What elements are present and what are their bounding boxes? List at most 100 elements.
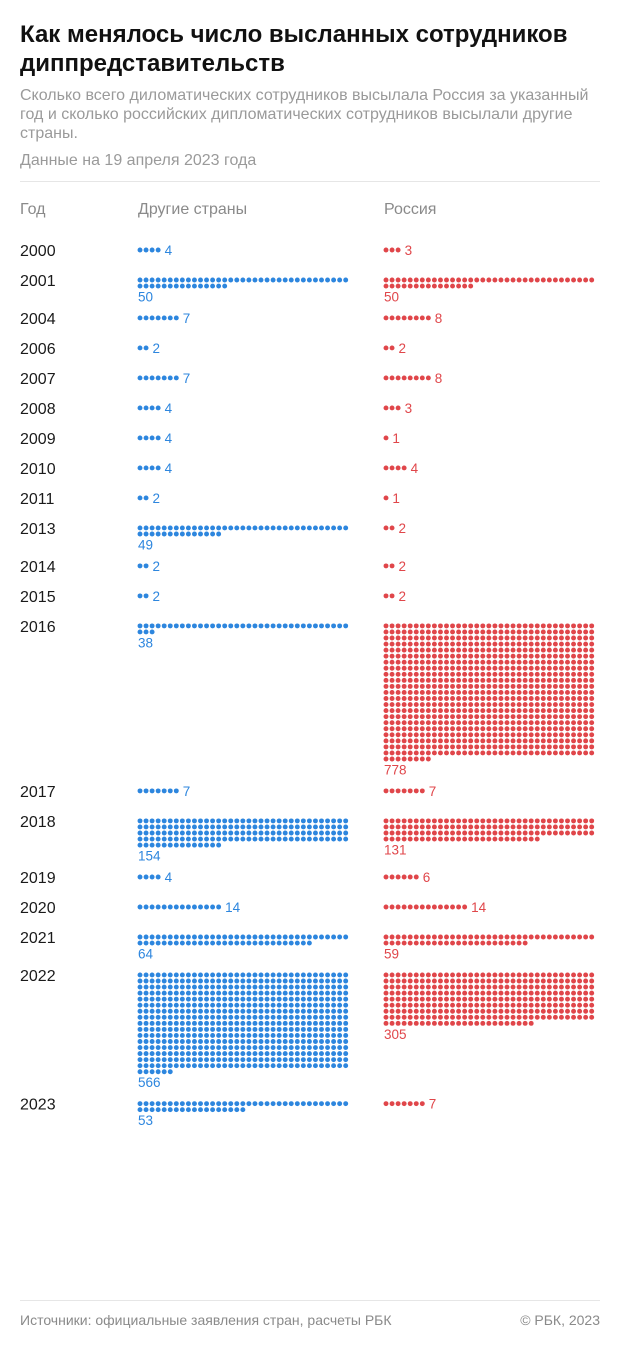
others-dot-2022 [167,1008,173,1014]
russia-dot-2018 [419,830,425,836]
others-dot-2021 [222,940,228,946]
others-dot-2022 [234,990,240,996]
russia-dot-2001 [407,277,413,283]
others-dot-2013 [143,531,149,537]
russia-dot-2016 [516,750,522,756]
russia-dot-2021 [456,934,462,940]
others-dot-2022 [210,996,216,1002]
year-label: 2023 [20,1097,56,1114]
others-dot-2007 [143,375,149,381]
russia-dot-2001 [419,277,425,283]
others-dot-2022 [240,1020,246,1026]
russia-dot-2022 [413,1002,419,1008]
russia-dot-2016 [522,677,528,683]
top-divider [20,181,600,182]
russia-dot-2016 [546,726,552,732]
others-dot-2022 [222,1014,228,1020]
others-dot-2022 [325,984,330,990]
others-dot-2022 [313,1014,318,1020]
others-dot-2021 [210,940,216,946]
others-dot-2022 [264,1045,270,1051]
others-dot-2013 [204,531,209,537]
others-dot-2018 [270,836,276,842]
others-dot-2022 [228,990,234,996]
russia-dot-2022 [552,996,558,1002]
others-dot-2001 [192,283,197,289]
others-dot-2022 [294,1026,300,1032]
russia-dot-2022 [480,1020,486,1026]
russia-dot-2016 [559,677,564,683]
russia-dot-2021 [498,934,504,940]
russia-dot-2013 [383,525,389,531]
others-dot-2021 [258,934,264,940]
russia-dot-2016 [401,629,407,635]
russia-dot-2001 [425,283,431,289]
others-dot-2022 [216,1057,222,1063]
russia-dot-2020 [389,904,395,910]
others-dot-2022 [337,1057,343,1063]
russia-dot-2016 [589,671,595,677]
others-dot-2023 [222,1107,228,1113]
others-dot-2022 [216,1014,222,1020]
russia-dot-2001 [540,277,546,283]
russia-dot-2022 [389,978,395,984]
russia-dot-2018 [571,818,576,824]
russia-dot-2022 [407,1020,413,1026]
russia-dot-2018 [510,830,516,836]
others-dot-2022 [149,1045,155,1051]
others-dot-2018 [288,836,294,842]
russia-dot-2016 [504,732,510,738]
others-dot-2022 [270,1057,276,1063]
others-dot-2013 [319,525,324,531]
russia-dot-2022 [431,996,437,1002]
year-label: 2019 [20,870,56,887]
russia-dot-2016 [431,750,437,756]
russia-dot-2016 [528,635,534,641]
others-dot-2023 [204,1101,209,1107]
others-dot-2021 [185,934,191,940]
others-dot-2022 [149,1051,155,1057]
others-dot-2018 [143,830,149,836]
others-dot-2022 [228,1026,234,1032]
others-dot-2001 [198,283,203,289]
russia-dot-2018 [546,830,552,836]
others-dot-2022 [198,1063,203,1069]
others-dot-2022 [294,972,300,978]
russia-dot-2022 [583,1002,589,1008]
russia-dot-2016 [407,738,413,744]
others-dot-2016 [343,623,349,629]
others-dot-2022 [185,1063,191,1069]
russia-dot-2016 [510,665,516,671]
others-dot-2019 [137,874,143,880]
others-dot-2022 [179,990,185,996]
russia-dot-2018 [456,836,462,842]
russia-dot-2016 [492,714,498,720]
russia-dot-2016 [401,647,407,653]
russia-dot-2021 [425,940,431,946]
others-dot-2022 [137,1063,143,1069]
russia-dot-2023 [413,1101,419,1107]
russia-dot-2016 [401,756,407,762]
russia-dot-2016 [571,696,576,701]
russia-dot-2016 [425,690,431,695]
others-dot-2022 [179,978,185,984]
russia-dot-2016 [498,647,504,653]
russia-dot-2016 [559,690,564,695]
russia-dot-2016 [480,665,486,671]
others-dot-2022 [167,1033,173,1038]
russia-dot-2018 [480,830,486,836]
year-label: 2016 [20,619,56,636]
russia-dot-2018 [571,824,576,830]
russia-dot-2022 [438,996,443,1002]
others-dot-2022 [325,1002,330,1008]
russia-dot-2022 [510,1014,516,1020]
bottom-divider [20,1300,600,1301]
russia-dot-2001 [474,277,480,283]
russia-dot-2018 [559,818,564,824]
others-dot-2018 [300,830,306,836]
russia-dot-2022 [559,978,564,984]
russia-dot-2022 [516,1008,522,1014]
others-dot-2018 [313,836,318,842]
russia-dot-2016 [552,708,558,714]
